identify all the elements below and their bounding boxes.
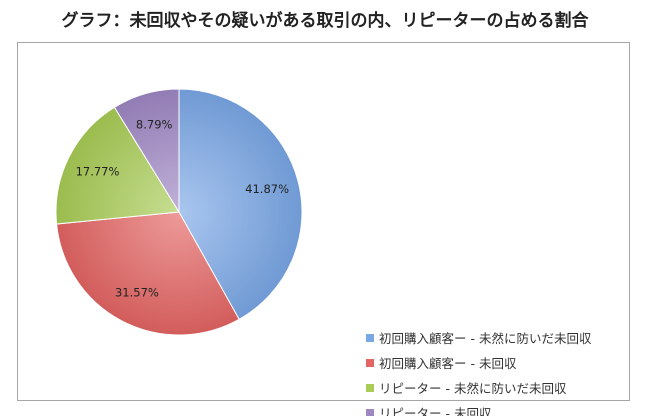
legend-swatch — [366, 358, 374, 367]
data-label-1: 41.87% — [245, 182, 289, 196]
data-label-3: 17.77% — [76, 165, 120, 179]
legend-label: 初回購入顧客ー - 未然に防いだ未回収 — [379, 331, 592, 346]
pie-slice-3 — [55, 106, 180, 225]
legend-label: リピーター - 未然に防いだ未回収 — [379, 381, 567, 396]
legend-item-4: リピーター - 未回収 — [366, 400, 636, 416]
legend-item-2: 初回購入顧客ー - 未回収 — [366, 350, 636, 375]
legend-swatch — [366, 333, 374, 342]
legend-label: リピーター - 未回収 — [379, 406, 492, 416]
legend-swatch — [366, 383, 374, 392]
data-label-2: 31.57% — [115, 286, 159, 300]
pie-chart: 41.87% 31.57% 17.77% 8.79% — [55, 88, 303, 336]
pie-slice-2 — [56, 211, 240, 336]
chart-title: グラフ：未回収やその疑いがある取引の内、リピーターの占める割合 — [61, 11, 589, 31]
chart-legend: 初回購入顧客ー - 未然に防いだ未回収 初回購入顧客ー - 未回収リピーター - … — [366, 325, 636, 416]
data-label-4: 8.79% — [136, 117, 173, 131]
legend-swatch — [366, 408, 374, 416]
legend-label: 初回購入顧客ー - 未回収 — [379, 356, 517, 371]
pie-slice-4 — [113, 88, 180, 214]
legend-item-3: リピーター - 未然に防いだ未回収 — [366, 375, 636, 400]
pie-slice-1 — [178, 88, 303, 320]
legend-item-1: 初回購入顧客ー - 未然に防いだ未回収 — [366, 325, 636, 350]
chart-area: 41.87% 31.57% 17.77% 8.79% 初回購入顧客ー - 未然に防いだ… — [17, 42, 630, 416]
